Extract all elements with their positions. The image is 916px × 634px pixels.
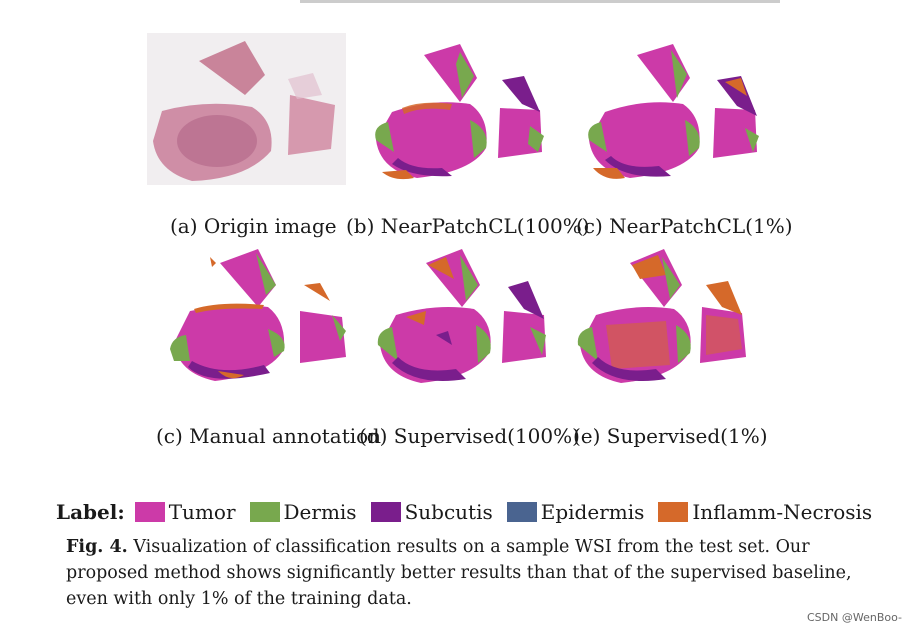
legend-item-inflamm-necrosis: Inflamm-Necrosis [658, 500, 872, 524]
segmentation-map-d [377, 249, 546, 383]
dermis-swatch [249, 502, 280, 522]
caption-nearpatchcl-1: (c) NearPatchCL(1%) [576, 214, 793, 238]
legend-title: Label: [56, 500, 125, 524]
figure-label: Fig. 4. [66, 537, 128, 557]
watermark: CSDN @WenBoo- [806, 611, 902, 624]
panel-manual-annotation [160, 245, 358, 390]
panel-origin-image [147, 33, 346, 185]
legend-label-dermis: Dermis [283, 500, 357, 524]
caption-origin: (a) Origin image [170, 214, 337, 238]
legend-label-epidermis: Epidermis [540, 500, 645, 524]
tumor-swatch [134, 502, 165, 522]
figure-caption-text: Visualization of classification results … [66, 537, 852, 609]
legend-item-dermis: Dermis [249, 500, 357, 524]
legend-label-tumor: Tumor [168, 500, 236, 524]
legend-label-inflamm-necrosis: Inflamm-Necrosis [692, 500, 873, 524]
caption-supervised-100: (d) Supervised(100%) [359, 424, 580, 448]
caption-nearpatchcl-100: (b) NearPatchCL(100%) [346, 214, 590, 238]
panel-nearpatchcl-1 [575, 40, 775, 185]
caption-manual: (c) Manual annotation [156, 424, 382, 448]
segmentation-map-manual [170, 249, 346, 381]
panel-supervised-1 [566, 245, 766, 390]
legend-item-tumor: Tumor [134, 500, 236, 524]
caption-supervised-1: (e) Supervised(1%) [573, 424, 768, 448]
segmentation-map-e [577, 249, 746, 383]
segmentation-map-c [588, 44, 759, 179]
legend-item-epidermis: Epidermis [506, 500, 645, 524]
segmentation-map-b [375, 44, 544, 180]
cropped-text-strip [300, 0, 780, 3]
panel-nearpatchcl-100 [362, 40, 557, 185]
panel-supervised-100 [366, 245, 561, 390]
epidermis-swatch [506, 502, 537, 522]
subcutis-swatch [370, 502, 401, 522]
figure-caption: Fig. 4. Visualization of classification … [66, 534, 866, 612]
origin-wsi-image [153, 41, 335, 181]
label-legend: Label: Tumor Dermis Subcutis Epidermis I… [56, 498, 886, 526]
legend-item-subcutis: Subcutis [370, 500, 493, 524]
legend-label-subcutis: Subcutis [404, 500, 493, 524]
inflamm-necrosis-swatch [658, 502, 689, 522]
